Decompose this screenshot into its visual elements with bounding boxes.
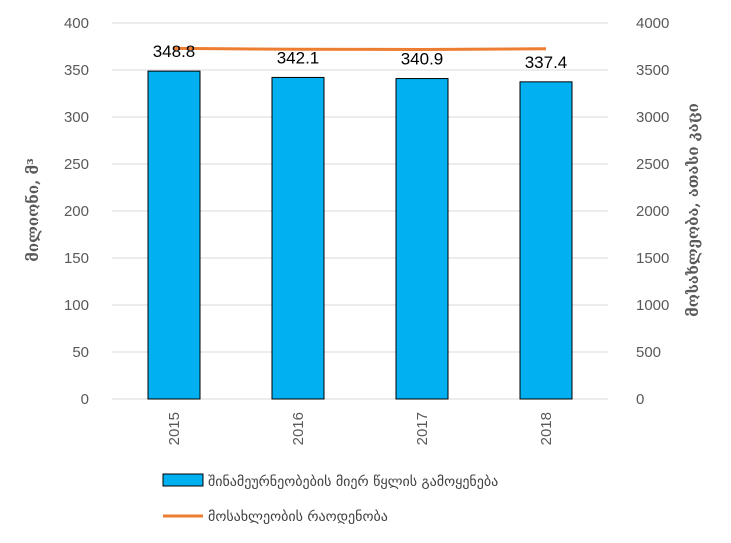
right-tick-label: 2500 bbox=[636, 156, 669, 173]
data-labels: 348.8 342.1 340.9 337.4 bbox=[153, 42, 568, 72]
legend-swatch-bar bbox=[162, 473, 204, 487]
left-tick-label: 200 bbox=[64, 203, 89, 220]
left-tick-label: 100 bbox=[64, 297, 89, 314]
left-tick-label: 250 bbox=[64, 156, 89, 173]
x-tick-label-2017: 2017 bbox=[414, 412, 431, 445]
data-label-2015: 348.8 bbox=[153, 42, 196, 61]
x-tick-label-2015: 2015 bbox=[166, 412, 183, 445]
bar-2018 bbox=[519, 81, 573, 400]
right-tick-label: 0 bbox=[636, 391, 644, 408]
left-axis-ticks: 0 50 100 150 200 250 300 350 400 bbox=[64, 15, 89, 408]
bar-2017 bbox=[395, 78, 449, 400]
x-tick-label-2018: 2018 bbox=[538, 412, 555, 445]
left-tick-label: 150 bbox=[64, 250, 89, 267]
left-tick-label: 300 bbox=[64, 109, 89, 126]
legend-label-line: მოსახლეობის რაოდენობა bbox=[208, 508, 388, 525]
right-tick-label: 3000 bbox=[636, 109, 669, 126]
legend-label-bar: შინამეურნეობების მიერ წყლის გამოყენება bbox=[208, 473, 498, 490]
data-label-2016: 342.1 bbox=[277, 48, 320, 67]
line-series bbox=[173, 46, 547, 51]
left-axis-title: მილიონი, მ³ bbox=[24, 158, 42, 261]
bar-series bbox=[147, 70, 573, 400]
right-tick-label: 2000 bbox=[636, 203, 669, 220]
data-label-2017: 340.9 bbox=[401, 50, 444, 69]
right-axis-title: მოსახლეობა, ათასი კაცი bbox=[684, 103, 702, 317]
left-tick-label: 50 bbox=[72, 344, 89, 361]
bar-2015 bbox=[147, 70, 201, 400]
data-label-2018: 337.4 bbox=[525, 53, 568, 72]
right-tick-label: 1500 bbox=[636, 250, 669, 267]
right-tick-label: 4000 bbox=[636, 15, 669, 32]
population-line bbox=[173, 46, 547, 51]
left-tick-label: 350 bbox=[64, 62, 89, 79]
bar-2016 bbox=[271, 76, 325, 400]
legend: შინამეურნეობების მიერ წყლის გამოყენება მ… bbox=[162, 473, 498, 525]
left-tick-label: 0 bbox=[81, 391, 89, 408]
left-tick-label: 400 bbox=[64, 15, 89, 32]
right-tick-label: 3500 bbox=[636, 62, 669, 79]
right-tick-label: 1000 bbox=[636, 297, 669, 314]
x-axis-ticks: 2015 2016 2017 2018 bbox=[166, 412, 555, 445]
right-axis-ticks: 0 500 1000 1500 2000 2500 3000 3500 4000 bbox=[636, 15, 669, 408]
x-tick-label-2016: 2016 bbox=[290, 412, 307, 445]
right-tick-label: 500 bbox=[636, 344, 661, 361]
